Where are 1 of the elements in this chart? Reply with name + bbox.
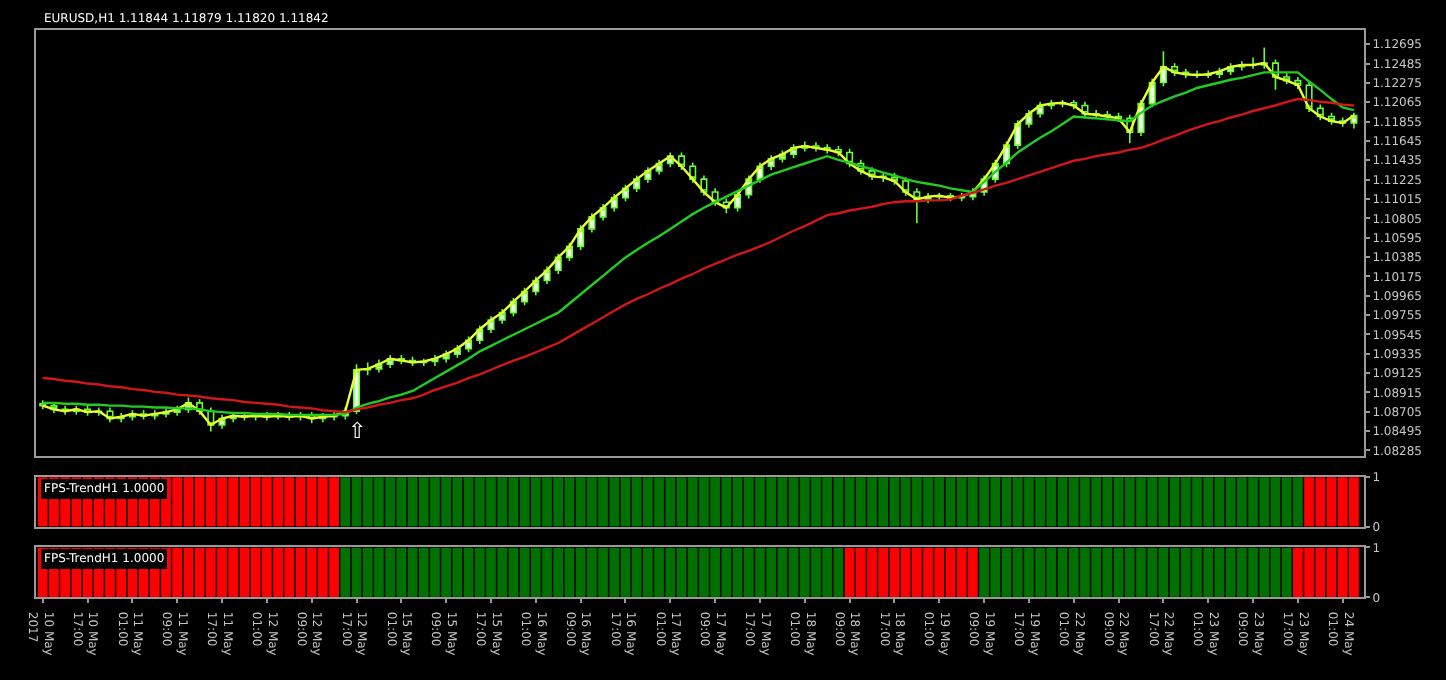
annotation: ⇧ (348, 418, 367, 444)
